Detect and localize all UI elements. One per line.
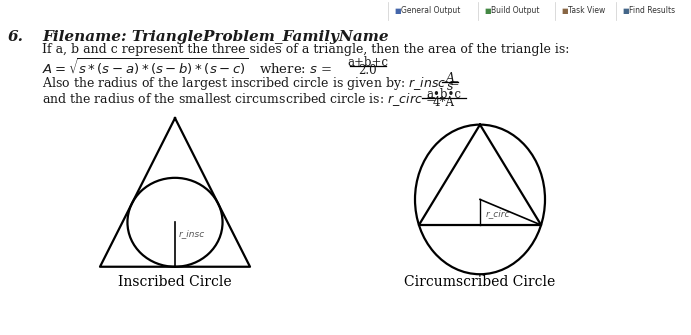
Text: ■: ■ bbox=[561, 8, 567, 14]
Text: 6.: 6. bbox=[8, 30, 24, 44]
Text: Find Results: Find Results bbox=[629, 6, 675, 15]
Text: Task View: Task View bbox=[568, 6, 605, 15]
Text: $A = \sqrt{s*(s-a)*(s-b)*(s-c)}$   where: $s$ =: $A = \sqrt{s*(s-a)*(s-b)*(s-c)}$ where: … bbox=[42, 56, 332, 77]
Text: ■: ■ bbox=[484, 8, 491, 14]
Text: a+b+c: a+b+c bbox=[348, 56, 388, 69]
Text: r_circ: r_circ bbox=[486, 209, 511, 218]
Text: ■: ■ bbox=[394, 8, 401, 14]
Text: r_insc: r_insc bbox=[179, 228, 205, 238]
Text: s: s bbox=[447, 80, 453, 93]
Text: ■: ■ bbox=[622, 8, 629, 14]
Text: Filename: TriangleProblem_FamilyName: Filename: TriangleProblem_FamilyName bbox=[42, 30, 388, 44]
Text: 2.0: 2.0 bbox=[359, 64, 377, 77]
Text: Circumscribed Circle: Circumscribed Circle bbox=[404, 275, 556, 289]
Text: A: A bbox=[446, 72, 455, 85]
Text: 4*A: 4*A bbox=[433, 96, 455, 109]
Text: If a, b and c represent the three sides of a triangle, then the area of the tria: If a, b and c represent the three sides … bbox=[42, 43, 569, 56]
Text: Also the radius of the largest inscribed circle is given by: $r\_insc$ =: Also the radius of the largest inscribed… bbox=[42, 75, 460, 92]
Text: a•b•c: a•b•c bbox=[426, 88, 462, 101]
Text: Inscribed Circle: Inscribed Circle bbox=[118, 275, 231, 289]
Text: Build Output: Build Output bbox=[491, 6, 540, 15]
Text: General Output: General Output bbox=[401, 6, 460, 15]
Text: and the radius of the smallest circumscribed circle is: $r\_circ$ =: and the radius of the smallest circumscr… bbox=[42, 91, 437, 108]
